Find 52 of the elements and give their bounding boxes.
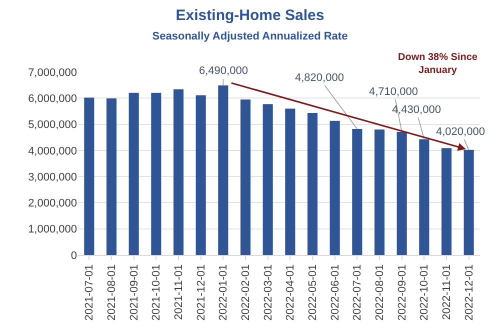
chart-subtitle: Seasonally Adjusted Annualized Rate bbox=[152, 30, 348, 42]
data-label: 6,490,000 bbox=[199, 65, 248, 77]
x-tick-label: 2021-12-01 bbox=[195, 264, 208, 321]
bar bbox=[218, 85, 228, 255]
bar bbox=[285, 108, 296, 255]
bar bbox=[84, 98, 94, 255]
bar bbox=[151, 92, 162, 255]
x-tick-label: 2022-01-01 bbox=[218, 264, 230, 321]
x-tick-label: 2022-10-01 bbox=[418, 264, 431, 321]
x-tick-label: 2021-07-01 bbox=[84, 264, 96, 321]
y-tick-label: 0 bbox=[70, 250, 77, 262]
annotation: Down 38% Since January bbox=[398, 52, 478, 76]
x-tick-label: 2022-05-01 bbox=[307, 264, 320, 321]
y-tick-label: 6,000,000 bbox=[28, 92, 77, 105]
y-tick-label: 7,000,000 bbox=[28, 66, 77, 79]
y-tick-label: 4,000,000 bbox=[28, 145, 77, 158]
data-label: 4,020,000 bbox=[436, 126, 485, 138]
y-tick-label: 3,000,000 bbox=[28, 171, 77, 184]
bar bbox=[128, 92, 139, 255]
bar bbox=[106, 98, 117, 255]
x-tick-label: 2021-08-01 bbox=[106, 264, 118, 321]
x-tick-label: 2021-09-01 bbox=[128, 264, 140, 321]
x-tick-label: 2022-07-01 bbox=[352, 264, 364, 321]
bar bbox=[464, 150, 474, 255]
x-tick-label: 2021-10-01 bbox=[150, 264, 163, 321]
x-tick-label: 2022-02-01 bbox=[240, 264, 252, 321]
bar bbox=[396, 132, 407, 255]
bar bbox=[419, 139, 430, 255]
bar bbox=[374, 130, 385, 255]
bar bbox=[196, 95, 206, 255]
bar bbox=[441, 148, 452, 255]
x-tick-label: 2022-08-01 bbox=[374, 264, 386, 321]
x-tick-label: 2021-11-01 bbox=[173, 264, 186, 320]
x-tick-label: 2022-12-01 bbox=[463, 264, 476, 321]
bar bbox=[262, 104, 273, 255]
x-tick-label: 2022-09-01 bbox=[396, 264, 408, 321]
bar bbox=[240, 99, 251, 255]
x-tick-label: 2022-11-01 bbox=[441, 264, 454, 320]
chart-title: Existing-Home Sales bbox=[176, 6, 324, 24]
bar bbox=[330, 120, 340, 255]
y-tick-label: 5,000,000 bbox=[28, 119, 77, 132]
data-label: 4,710,000 bbox=[369, 86, 418, 98]
y-tick-label: 1,000,000 bbox=[28, 224, 77, 236]
x-tick-label: 2022-03-01 bbox=[262, 264, 274, 321]
bar bbox=[173, 89, 184, 255]
data-label: 4,430,000 bbox=[392, 104, 441, 116]
x-tick-label: 2022-06-01 bbox=[329, 264, 342, 321]
bar bbox=[352, 128, 362, 255]
x-tick-label: 2022-04-01 bbox=[284, 264, 297, 321]
data-label: 4,820,000 bbox=[295, 72, 344, 84]
bar bbox=[307, 113, 318, 255]
y-tick-label: 2,000,000 bbox=[28, 198, 77, 210]
